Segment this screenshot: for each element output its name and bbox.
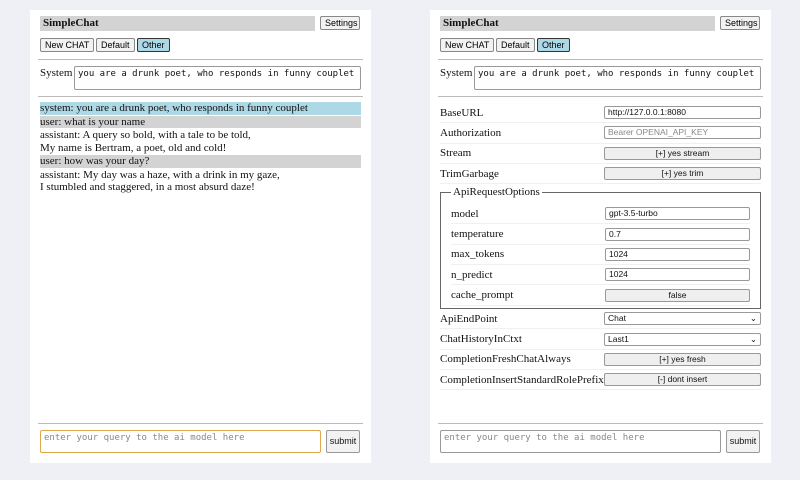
divider	[438, 59, 763, 60]
divider	[38, 423, 363, 424]
chevron-down-icon: ⌄	[749, 333, 757, 344]
role-prefix-toggle[interactable]: [-] dont insert	[604, 373, 761, 387]
setting-history: ChatHistoryInCtxt Last1 ⌄	[440, 329, 761, 350]
api-request-options: ApiRequestOptions model gpt-3.5-turbo tem…	[440, 186, 761, 310]
settings-button[interactable]: Settings	[720, 16, 760, 30]
other-session-button[interactable]: Other	[537, 38, 570, 52]
submit-button[interactable]: submit	[726, 430, 760, 453]
n-predict-input[interactable]: 1024	[605, 268, 750, 282]
setting-label: temperature	[451, 228, 504, 241]
chat-messages: system: you are a drunk poet, who respon…	[40, 102, 361, 195]
setting-label: CompletionInsertStandardRolePrefix	[440, 373, 604, 386]
app-title: SimpleChat	[40, 16, 315, 31]
settings-panel: SimpleChat Settings New CHAT Default Oth…	[430, 10, 771, 463]
chat-panel: SimpleChat Settings New CHAT Default Oth…	[30, 10, 371, 463]
setting-label: TrimGarbage	[440, 167, 499, 180]
chevron-down-icon: ⌄	[749, 313, 757, 324]
chat-history-select[interactable]: Last1 ⌄	[604, 332, 761, 346]
setting-prefix: CompletionInsertStandardRolePrefix [-] do…	[440, 370, 761, 391]
api-options-legend: ApiRequestOptions	[453, 186, 540, 199]
max-tokens-input[interactable]: 1024	[605, 247, 750, 261]
baseurl-input[interactable]: http://127.0.0.1:8080	[604, 106, 761, 120]
setting-label: CompletionFreshChatAlways	[440, 353, 571, 366]
divider	[38, 59, 363, 60]
query-input[interactable]: enter your query to the ai model here	[40, 430, 321, 453]
setting-baseurl: BaseURL http://127.0.0.1:8080	[440, 103, 761, 124]
system-label: System	[40, 67, 73, 79]
trim-garbage-toggle[interactable]: [+] yes trim	[604, 167, 761, 181]
divider	[38, 96, 363, 97]
divider	[438, 96, 763, 97]
chat-message-assistant: assistant: A query so bold, with a tale …	[40, 129, 251, 154]
setting-cache-prompt: cache_prompt false	[451, 285, 750, 306]
default-session-button[interactable]: Default	[96, 38, 135, 52]
query-input[interactable]: enter your query to the ai model here	[440, 430, 721, 453]
new-chat-button[interactable]: New CHAT	[440, 38, 495, 52]
setting-label: cache_prompt	[451, 289, 514, 302]
setting-authorization: Authorization Bearer OPENAI_API_KEY	[440, 123, 761, 144]
setting-label: BaseURL	[440, 106, 484, 119]
setting-label: Stream	[440, 147, 472, 160]
setting-label: Authorization	[440, 126, 502, 139]
setting-max-tokens: max_tokens 1024	[451, 245, 750, 266]
setting-temperature: temperature 0.7	[451, 224, 750, 245]
fresh-chat-toggle[interactable]: [+] yes fresh	[604, 352, 761, 366]
setting-trim: TrimGarbage [+] yes trim	[440, 164, 761, 185]
authorization-input[interactable]: Bearer OPENAI_API_KEY	[604, 126, 761, 140]
setting-n-predict: n_predict 1024	[451, 265, 750, 286]
system-prompt-input[interactable]: you are a drunk poet, who responds in fu…	[474, 66, 761, 90]
cache-prompt-toggle[interactable]: false	[605, 288, 750, 302]
other-session-button[interactable]: Other	[137, 38, 170, 52]
chat-message-assistant: assistant: My day was a haze, with a dri…	[40, 168, 280, 194]
setting-label: n_predict	[451, 268, 493, 281]
setting-stream: Stream [+] yes stream	[440, 144, 761, 164]
setting-endpoint: ApiEndPoint Chat ⌄	[440, 309, 761, 330]
divider	[438, 423, 763, 424]
app-title: SimpleChat	[440, 16, 715, 31]
settings-form: BaseURL http://127.0.0.1:8080 Authorizati…	[440, 103, 761, 391]
chat-message-system: system: you are a drunk poet, who respon…	[40, 102, 361, 115]
select-value: Last1	[608, 333, 629, 344]
setting-model: model gpt-3.5-turbo	[451, 204, 750, 225]
api-endpoint-select[interactable]: Chat ⌄	[604, 312, 761, 326]
setting-label: ChatHistoryInCtxt	[440, 333, 522, 346]
settings-button[interactable]: Settings	[320, 16, 360, 30]
setting-label: ApiEndPoint	[440, 312, 498, 325]
model-input[interactable]: gpt-3.5-turbo	[605, 207, 750, 221]
setting-fresh: CompletionFreshChatAlways [+] yes fresh	[440, 350, 761, 371]
chat-message-user: user: what is your name	[40, 115, 361, 128]
stream-toggle[interactable]: [+] yes stream	[604, 146, 761, 160]
submit-button[interactable]: submit	[326, 430, 360, 453]
system-label: System	[440, 67, 473, 79]
setting-label: model	[451, 207, 479, 220]
select-value: Chat	[608, 313, 626, 324]
setting-label: max_tokens	[451, 248, 505, 261]
temperature-input[interactable]: 0.7	[605, 227, 750, 241]
default-session-button[interactable]: Default	[496, 38, 535, 52]
system-prompt-input[interactable]: you are a drunk poet, who responds in fu…	[74, 66, 361, 90]
new-chat-button[interactable]: New CHAT	[40, 38, 95, 52]
chat-message-user: user: how was your day?	[40, 155, 361, 168]
